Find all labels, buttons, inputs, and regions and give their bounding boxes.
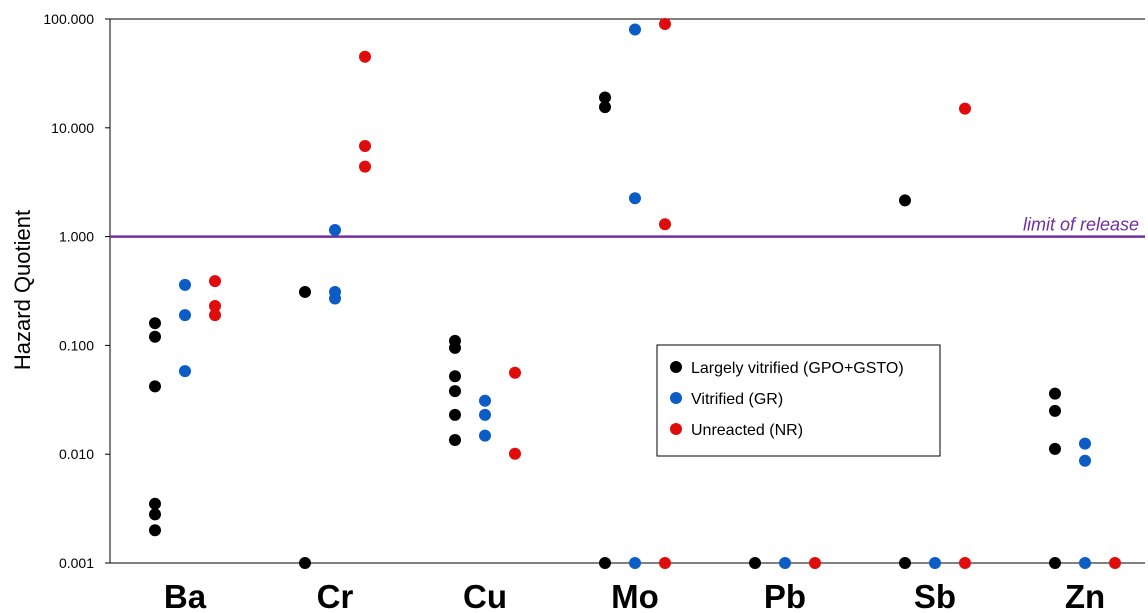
data-point bbox=[1049, 442, 1061, 455]
reference-line-group: limit of release bbox=[110, 215, 1145, 238]
data-point bbox=[479, 429, 491, 442]
legend: Largely vitrified (GPO+GSTO) Vitrified (G… bbox=[656, 344, 941, 457]
data-point bbox=[359, 160, 371, 173]
y-tick-label: 100.000 bbox=[43, 11, 94, 27]
data-point bbox=[899, 194, 911, 207]
data-point bbox=[1049, 387, 1061, 400]
data-point bbox=[659, 218, 671, 231]
data-point bbox=[149, 330, 161, 343]
data-point bbox=[149, 317, 161, 330]
x-tick-label: Cu bbox=[463, 578, 507, 613]
data-point bbox=[629, 192, 641, 205]
data-point bbox=[1049, 557, 1061, 569]
data-point bbox=[299, 557, 311, 569]
data-point bbox=[209, 309, 221, 322]
x-tick-label: Sb bbox=[914, 578, 956, 613]
data-point bbox=[479, 408, 491, 421]
data-point bbox=[149, 497, 161, 510]
data-point bbox=[179, 278, 191, 291]
x-tick-label: Ba bbox=[164, 578, 207, 613]
data-point bbox=[449, 341, 461, 354]
x-tick-label: Zn bbox=[1065, 578, 1105, 613]
data-point bbox=[479, 394, 491, 407]
data-points bbox=[149, 17, 1121, 569]
legend-marker bbox=[670, 423, 682, 435]
data-point bbox=[449, 385, 461, 398]
data-point bbox=[779, 557, 791, 569]
data-point bbox=[449, 408, 461, 421]
data-point bbox=[149, 524, 161, 537]
data-point bbox=[599, 91, 611, 104]
y-axis-label: Hazard Quotient bbox=[10, 210, 35, 370]
data-point bbox=[899, 557, 911, 569]
legend-box bbox=[656, 344, 941, 457]
data-point bbox=[659, 17, 671, 30]
data-point bbox=[1079, 454, 1091, 467]
data-point bbox=[179, 309, 191, 322]
data-point bbox=[329, 292, 341, 305]
data-point bbox=[149, 508, 161, 521]
data-point bbox=[1079, 557, 1091, 569]
data-point bbox=[599, 101, 611, 114]
data-point bbox=[149, 380, 161, 393]
data-point bbox=[509, 366, 521, 379]
data-point bbox=[629, 557, 641, 569]
data-point bbox=[929, 557, 941, 569]
y-tick-label: 10.000 bbox=[51, 120, 94, 136]
y-tick-labels: 0.001 0.010 0.100 1.000 10.000 100.000 bbox=[43, 11, 94, 571]
data-point bbox=[809, 557, 821, 569]
data-point bbox=[599, 557, 611, 569]
data-point bbox=[359, 140, 371, 153]
data-point bbox=[359, 50, 371, 63]
data-point bbox=[449, 434, 461, 447]
data-point bbox=[959, 557, 971, 569]
data-point bbox=[749, 557, 761, 569]
data-point bbox=[509, 447, 521, 460]
x-tick-label: Cr bbox=[317, 578, 354, 613]
x-tick-label: Pb bbox=[764, 578, 806, 613]
y-tick-label: 0.001 bbox=[59, 555, 94, 571]
legend-entry: Vitrified (GR) bbox=[691, 391, 783, 408]
data-point bbox=[959, 102, 971, 115]
data-point bbox=[449, 370, 461, 383]
legend-entry: Largely vitrified (GPO+GSTO) bbox=[691, 360, 904, 377]
y-tick-label: 0.100 bbox=[59, 337, 94, 353]
legend-marker bbox=[670, 392, 682, 404]
data-point bbox=[209, 275, 221, 288]
limit-of-release-label: limit of release bbox=[1023, 215, 1139, 235]
x-tick-labels: Ba Cr Cu Mo Pb Sb Zn bbox=[164, 578, 1105, 613]
data-point bbox=[1049, 404, 1061, 417]
data-point bbox=[1079, 437, 1091, 450]
legend-marker bbox=[670, 361, 682, 373]
legend-entry: Unreacted (NR) bbox=[691, 422, 803, 439]
data-point bbox=[209, 300, 221, 313]
data-point bbox=[659, 557, 671, 569]
data-point bbox=[329, 223, 341, 236]
axes bbox=[105, 18, 1145, 564]
data-point bbox=[179, 365, 191, 378]
data-point bbox=[1109, 557, 1121, 569]
y-tick-label: 0.010 bbox=[59, 446, 94, 462]
x-tick-label: Mo bbox=[611, 578, 659, 613]
y-tick-label: 1.000 bbox=[59, 229, 94, 245]
data-point bbox=[299, 285, 311, 298]
data-point bbox=[629, 23, 641, 36]
